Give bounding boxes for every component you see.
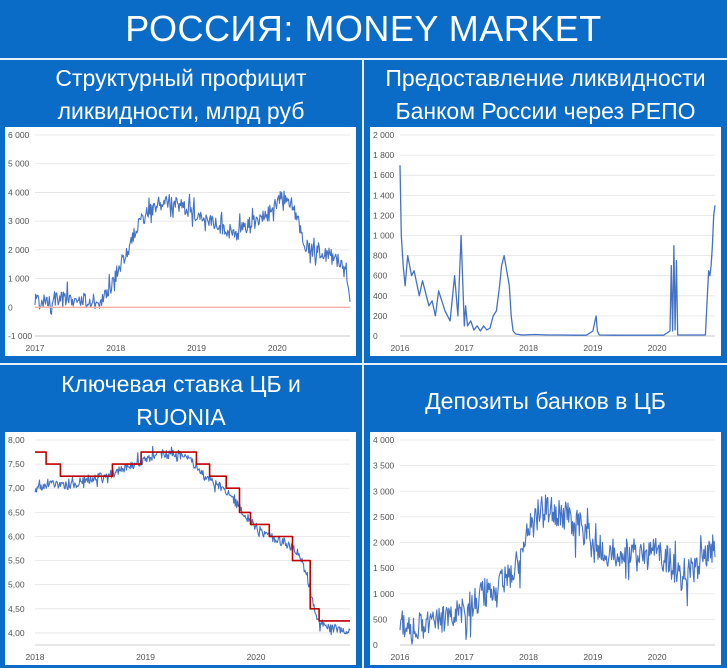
column-divider [362, 60, 364, 363]
series-line [34, 190, 351, 315]
y-tick-label: 3 000 [373, 486, 395, 496]
y-tick-label: 1 800 [373, 150, 395, 160]
y-tick-label: 2 000 [373, 130, 395, 140]
y-tick-label: 3 000 [8, 216, 30, 226]
series-line [35, 451, 350, 622]
y-tick-label: 6 000 [8, 130, 30, 140]
row-divider [0, 363, 727, 365]
y-tick-label: 7,00 [8, 483, 25, 493]
y-tick-label: 0 [373, 640, 378, 650]
y-tick-label: -1 000 [8, 331, 32, 341]
y-tick-label: 1 000 [8, 274, 30, 284]
y-tick-label: 7,50 [8, 459, 25, 469]
y-tick-label: 400 [373, 291, 387, 301]
y-tick-label: 600 [373, 271, 387, 281]
chart-repo: 0 200 400 600 800 1 000 1 200 1 400 1 600 1 800 2 … [370, 127, 721, 356]
column-divider [362, 365, 364, 668]
x-tick-label: 2016 [391, 343, 410, 353]
y-tick-label: 2 500 [373, 512, 395, 522]
chart-deposits-svg: 0 500 1 000 1 500 2 000 2 500 3 000 3 500 4 000 2… [373, 435, 716, 662]
x-tick-label: 2019 [583, 343, 602, 353]
y-tick-label: 4 000 [373, 435, 395, 445]
x-tick-label: 2017 [455, 652, 474, 662]
y-tick-label: 2 000 [8, 245, 30, 255]
y-tick-label: 2 000 [373, 538, 395, 548]
y-tick-label: 5,00 [8, 580, 25, 590]
y-tick-label: 5 000 [8, 159, 30, 169]
y-tick-label: 0 [8, 302, 13, 312]
x-tick-label: 2017 [26, 343, 45, 353]
x-tick-label: 2018 [106, 343, 125, 353]
series-line [399, 165, 716, 336]
chart-liquidity: -1 000 0 1 000 2 000 3 000 4 000 5 000 6 000 201… [5, 127, 356, 356]
x-tick-label: 2018 [519, 652, 538, 662]
x-tick-label: 2019 [583, 652, 602, 662]
panel-title-rate: Ключевая ставка ЦБ и RUONIA [61, 371, 301, 430]
series-line [399, 494, 716, 645]
y-tick-label: 1 000 [373, 231, 395, 241]
x-tick-label: 2018 [26, 652, 45, 662]
y-tick-label: 6,50 [8, 507, 25, 517]
title-divider [0, 58, 727, 60]
y-tick-label: 5,50 [8, 556, 25, 566]
y-tick-label: 0 [373, 331, 378, 341]
x-tick-label: 2020 [648, 652, 667, 662]
panel-title-repo: Предоставление ликвидности Банком России… [385, 65, 706, 124]
x-tick-label: 2017 [455, 343, 474, 353]
x-tick-label: 2016 [391, 652, 410, 662]
y-tick-label: 3 500 [373, 461, 395, 471]
chart-repo-svg: 0 200 400 600 800 1 000 1 200 1 400 1 600 1 800 2 … [373, 130, 716, 353]
y-tick-label: 1 200 [373, 210, 395, 220]
x-tick-label: 2018 [519, 343, 538, 353]
y-tick-label: 1 400 [373, 190, 395, 200]
y-tick-label: 4 000 [8, 187, 30, 197]
x-tick-label: 2020 [648, 343, 667, 353]
y-tick-label: 6,00 [8, 531, 25, 541]
x-tick-label: 2020 [247, 652, 266, 662]
y-tick-label: 500 [373, 614, 387, 624]
chart-liquidity-svg: -1 000 0 1 000 2 000 3 000 4 000 5 000 6 000 201… [8, 130, 351, 353]
y-tick-label: 800 [373, 251, 387, 261]
page-title: РОССИЯ: MONEY MARKET [125, 8, 602, 49]
panel-title-liquidity: Структурный профицит ликвидности, млрд р… [55, 65, 307, 124]
y-tick-label: 200 [373, 311, 387, 321]
panel-title-deposits: Депозиты банков в ЦБ [425, 388, 666, 414]
y-tick-label: 4,00 [8, 628, 25, 638]
y-tick-label: 8,00 [8, 435, 25, 445]
y-tick-label: 1 600 [373, 170, 395, 180]
x-tick-label: 2020 [268, 343, 287, 353]
y-tick-label: 4,50 [8, 604, 25, 614]
chart-deposits: 0 500 1 000 1 500 2 000 2 500 3 000 3 500 4 000 2… [370, 432, 721, 665]
y-tick-label: 1 500 [373, 563, 395, 573]
x-tick-label: 2019 [136, 652, 155, 662]
x-tick-label: 2019 [187, 343, 206, 353]
chart-rate-svg: 4,00 4,50 5,00 5,50 6,00 6,50 7,00 7,50 8,00 2018… [8, 435, 351, 662]
chart-rate: 4,00 4,50 5,00 5,50 6,00 6,50 7,00 7,50 8,00 2018… [5, 432, 356, 665]
series-line [34, 445, 351, 636]
y-tick-label: 1 000 [373, 589, 395, 599]
